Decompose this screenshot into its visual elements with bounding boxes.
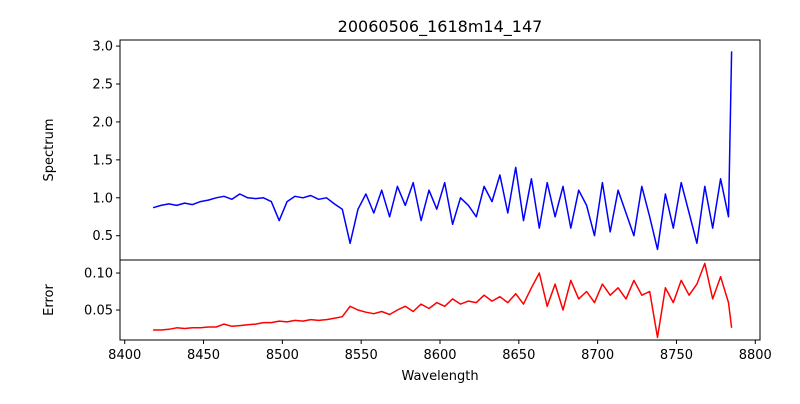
chart-title: 20060506_1618m14_147 xyxy=(338,17,543,37)
error-line xyxy=(153,262,733,339)
y-tick-label: 1.0 xyxy=(92,191,113,206)
top-ylabel: Spectrum xyxy=(42,119,57,182)
xlabel: Wavelength xyxy=(401,369,478,384)
spectrum-line xyxy=(152,51,733,251)
y-tick-label: 2.0 xyxy=(92,115,113,130)
x-tick-label: 8400 xyxy=(108,348,141,363)
y-tick-label: 1.5 xyxy=(92,153,113,168)
error-axes: 0.05 0.10 8400 8450 8500 8550 8600 8650 8700 8750… xyxy=(84,259,772,363)
x-tick-label: 8750 xyxy=(660,348,693,363)
y-tick-label: 0.5 xyxy=(92,229,113,244)
spectrum-axes: 0.5 1.0 1.5 2.0 2.5 3.0 xyxy=(92,39,761,261)
y-tick-label: 2.5 xyxy=(92,78,113,93)
y-tick-label: 3.0 xyxy=(92,40,113,55)
x-tick-label: 8600 xyxy=(423,348,456,363)
bottom-ylabel: Error xyxy=(42,284,57,316)
x-tick-label: 8450 xyxy=(187,348,220,363)
x-tick-label: 8800 xyxy=(739,348,772,363)
x-tick-label: 8550 xyxy=(345,348,378,363)
axes-frame xyxy=(119,39,761,261)
y-tick-label: 0.05 xyxy=(84,304,113,319)
x-tick-label: 8650 xyxy=(502,348,535,363)
x-tick-label: 8500 xyxy=(266,348,299,363)
x-tick-label: 8700 xyxy=(581,348,614,363)
y-tick-label: 0.10 xyxy=(84,267,113,282)
